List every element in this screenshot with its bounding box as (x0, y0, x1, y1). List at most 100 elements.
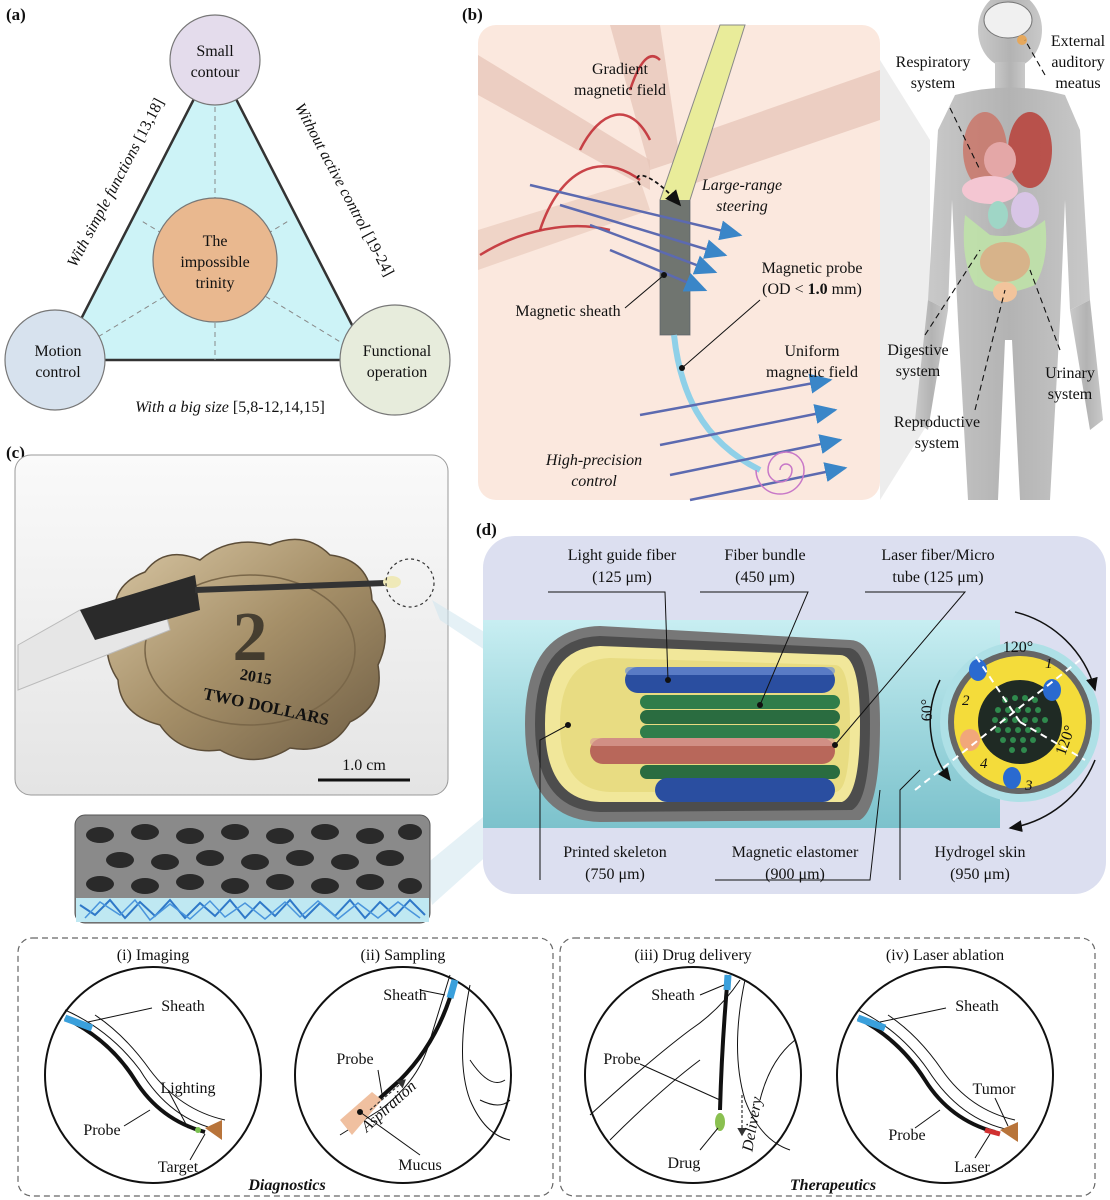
applications-panel: (i) Imaging (ii) Sampling (iii) Drug del… (17, 937, 1096, 1197)
small-contour-label-1: Small (196, 43, 234, 60)
functional-operation-circle (339, 304, 451, 416)
imaging-probe-label: Probe (83, 1122, 120, 1139)
gradient-field-label-1: Gradient (592, 61, 649, 78)
reproductive-label-2: system (915, 435, 960, 452)
panel-a: (a) Small contour Motion control Functio… (4, 5, 451, 416)
bottom-edge-text: With a big size (135, 399, 229, 416)
laser-fiber-label-1: Laser fiber/Micro (881, 547, 994, 564)
sampling-sheath-label: Sheath (383, 987, 427, 1004)
motion-control-label-1: Motion (34, 343, 81, 360)
functional-operation-label-2: operation (367, 364, 427, 381)
brain-icon (983, 1, 1033, 39)
imaging-target (205, 1120, 222, 1140)
panel-a-label: (a) (6, 5, 26, 24)
bottom-edge-ref: [5,8-12,14,15] (233, 399, 325, 416)
stomach-icon (1011, 192, 1039, 228)
imaging-sheath-label: Sheath (161, 998, 205, 1015)
panel-d-label: (d) (476, 520, 497, 539)
small-contour-circle (169, 14, 261, 106)
magnetic-sheath-label: Magnetic sheath (515, 303, 620, 320)
magnetic-probe-label-1: Magnetic probe (762, 260, 863, 277)
channel-2-label: 2 (962, 693, 970, 709)
fiber-bundle-label-2: (450 μm) (735, 569, 795, 586)
right-edge-ref: [19-24] (359, 229, 397, 279)
vessel-branch-top (610, 25, 680, 170)
trinity-label-1: The (203, 233, 228, 250)
motion-control-label-2: control (35, 364, 81, 381)
trinity-label-2: impossible (180, 254, 249, 271)
diagnostics-caption: Diagnostics (247, 1177, 325, 1194)
auditory-label-3: meatus (1055, 75, 1100, 92)
large-range-label-1: Large-range (701, 177, 782, 194)
magnetic-elastomer-label-1: Magnetic elastomer (732, 844, 859, 861)
drug-delivery-sheath-label: Sheath (651, 987, 695, 1004)
kidney-icon (988, 201, 1008, 229)
auditory-label-2: auditory (1051, 54, 1104, 71)
tumor-icon (1000, 1122, 1018, 1142)
microstructure-particles (86, 824, 422, 894)
panel-b-label: (b) (462, 5, 483, 24)
channel-1-label: 1 (1045, 656, 1053, 672)
hydrogel-skin-label-2: (950 μm) (950, 866, 1010, 883)
respiratory-label-1: Respiratory (896, 54, 971, 71)
liver-icon (962, 176, 1018, 204)
precision-spiral (755, 451, 805, 495)
imaging-lighting-label: Lighting (160, 1080, 215, 1097)
imaging-target-label: Target (158, 1159, 199, 1176)
imaging-circle (44, 966, 262, 1184)
laser-ablation-circle (836, 966, 1054, 1184)
heart-icon (984, 142, 1016, 178)
digestive-label-2: system (896, 363, 941, 380)
respiratory-label-2: system (911, 75, 956, 92)
drug-delivery-drug-label: Drug (668, 1155, 701, 1172)
channel-4-dot (960, 729, 980, 751)
printed-skeleton-label-2: (750 μm) (585, 866, 645, 883)
motion-control-circle (4, 309, 106, 411)
printed-skeleton-label-1: Printed skeleton (563, 844, 667, 861)
urinary-label-1: Urinary (1045, 365, 1095, 382)
imaging-title: (i) Imaging (117, 947, 189, 964)
tip-highlight-circle (385, 558, 435, 608)
high-precision-label-1: High-precision (545, 452, 642, 469)
vessel-branch-right (680, 70, 880, 185)
hydrogel-skin-label-1: Hydrogel skin (934, 844, 1025, 861)
large-range-label-2: steering (716, 198, 768, 215)
gradient-field-label-2: magnetic field (574, 82, 666, 99)
fiber-bundle (640, 695, 840, 779)
small-contour-label-2: contour (191, 64, 241, 81)
functional-operation-label-1: Functional (363, 343, 432, 360)
digestive-label-1: Digestive (887, 342, 948, 359)
channel-2-dot (969, 659, 987, 681)
scale-bar-label: 1.0 cm (342, 757, 386, 774)
drug-delivery-probe-label: Probe (603, 1051, 640, 1068)
therapeutics-caption: Therapeutics (790, 1177, 876, 1194)
laser-ablation-laser-label: Laser (954, 1159, 990, 1176)
uniform-field-label-2: magnetic field (766, 364, 858, 381)
panel-b: (b) Gradient magnetic field (462, 5, 880, 502)
angle-top-label: 120° (1003, 639, 1033, 656)
sampling-probe-label: Probe (336, 1051, 373, 1068)
magnetic-probe (671, 334, 762, 473)
impossible-trinity-circle (152, 197, 278, 323)
laser-ablation-title: (iv) Laser ablation (886, 947, 1004, 964)
device-sheath (80, 575, 200, 640)
channel-4-label: 4 (980, 756, 988, 772)
magnetic-elastomer-label-2: (900 μm) (765, 866, 825, 883)
lung-right-icon (1008, 112, 1052, 188)
uniform-field-label-1: Uniform (784, 343, 840, 360)
diagnostics-box (17, 937, 554, 1197)
channel-3-label: 3 (1024, 778, 1033, 794)
drug-delivery-circle (584, 966, 802, 1184)
sampling-mucus-label: Mucus (398, 1157, 442, 1174)
trinity-label-3: trinity (195, 275, 234, 292)
coin-year: 2015 (239, 666, 273, 688)
laser-ablation-tumor-label: Tumor (973, 1081, 1017, 1098)
hydrogel-fibers (79, 898, 426, 920)
drug-icon (715, 1113, 725, 1131)
urinary-label-2: system (1048, 386, 1093, 403)
laser-fiber-label-2: tube (125 μm) (892, 569, 983, 586)
human-body-figure: Respiratory system External auditory mea… (880, 0, 1106, 500)
magnetic-probe-label-2: (OD < 1.0 mm) (762, 281, 862, 298)
right-edge-text: Without active control (291, 100, 373, 233)
